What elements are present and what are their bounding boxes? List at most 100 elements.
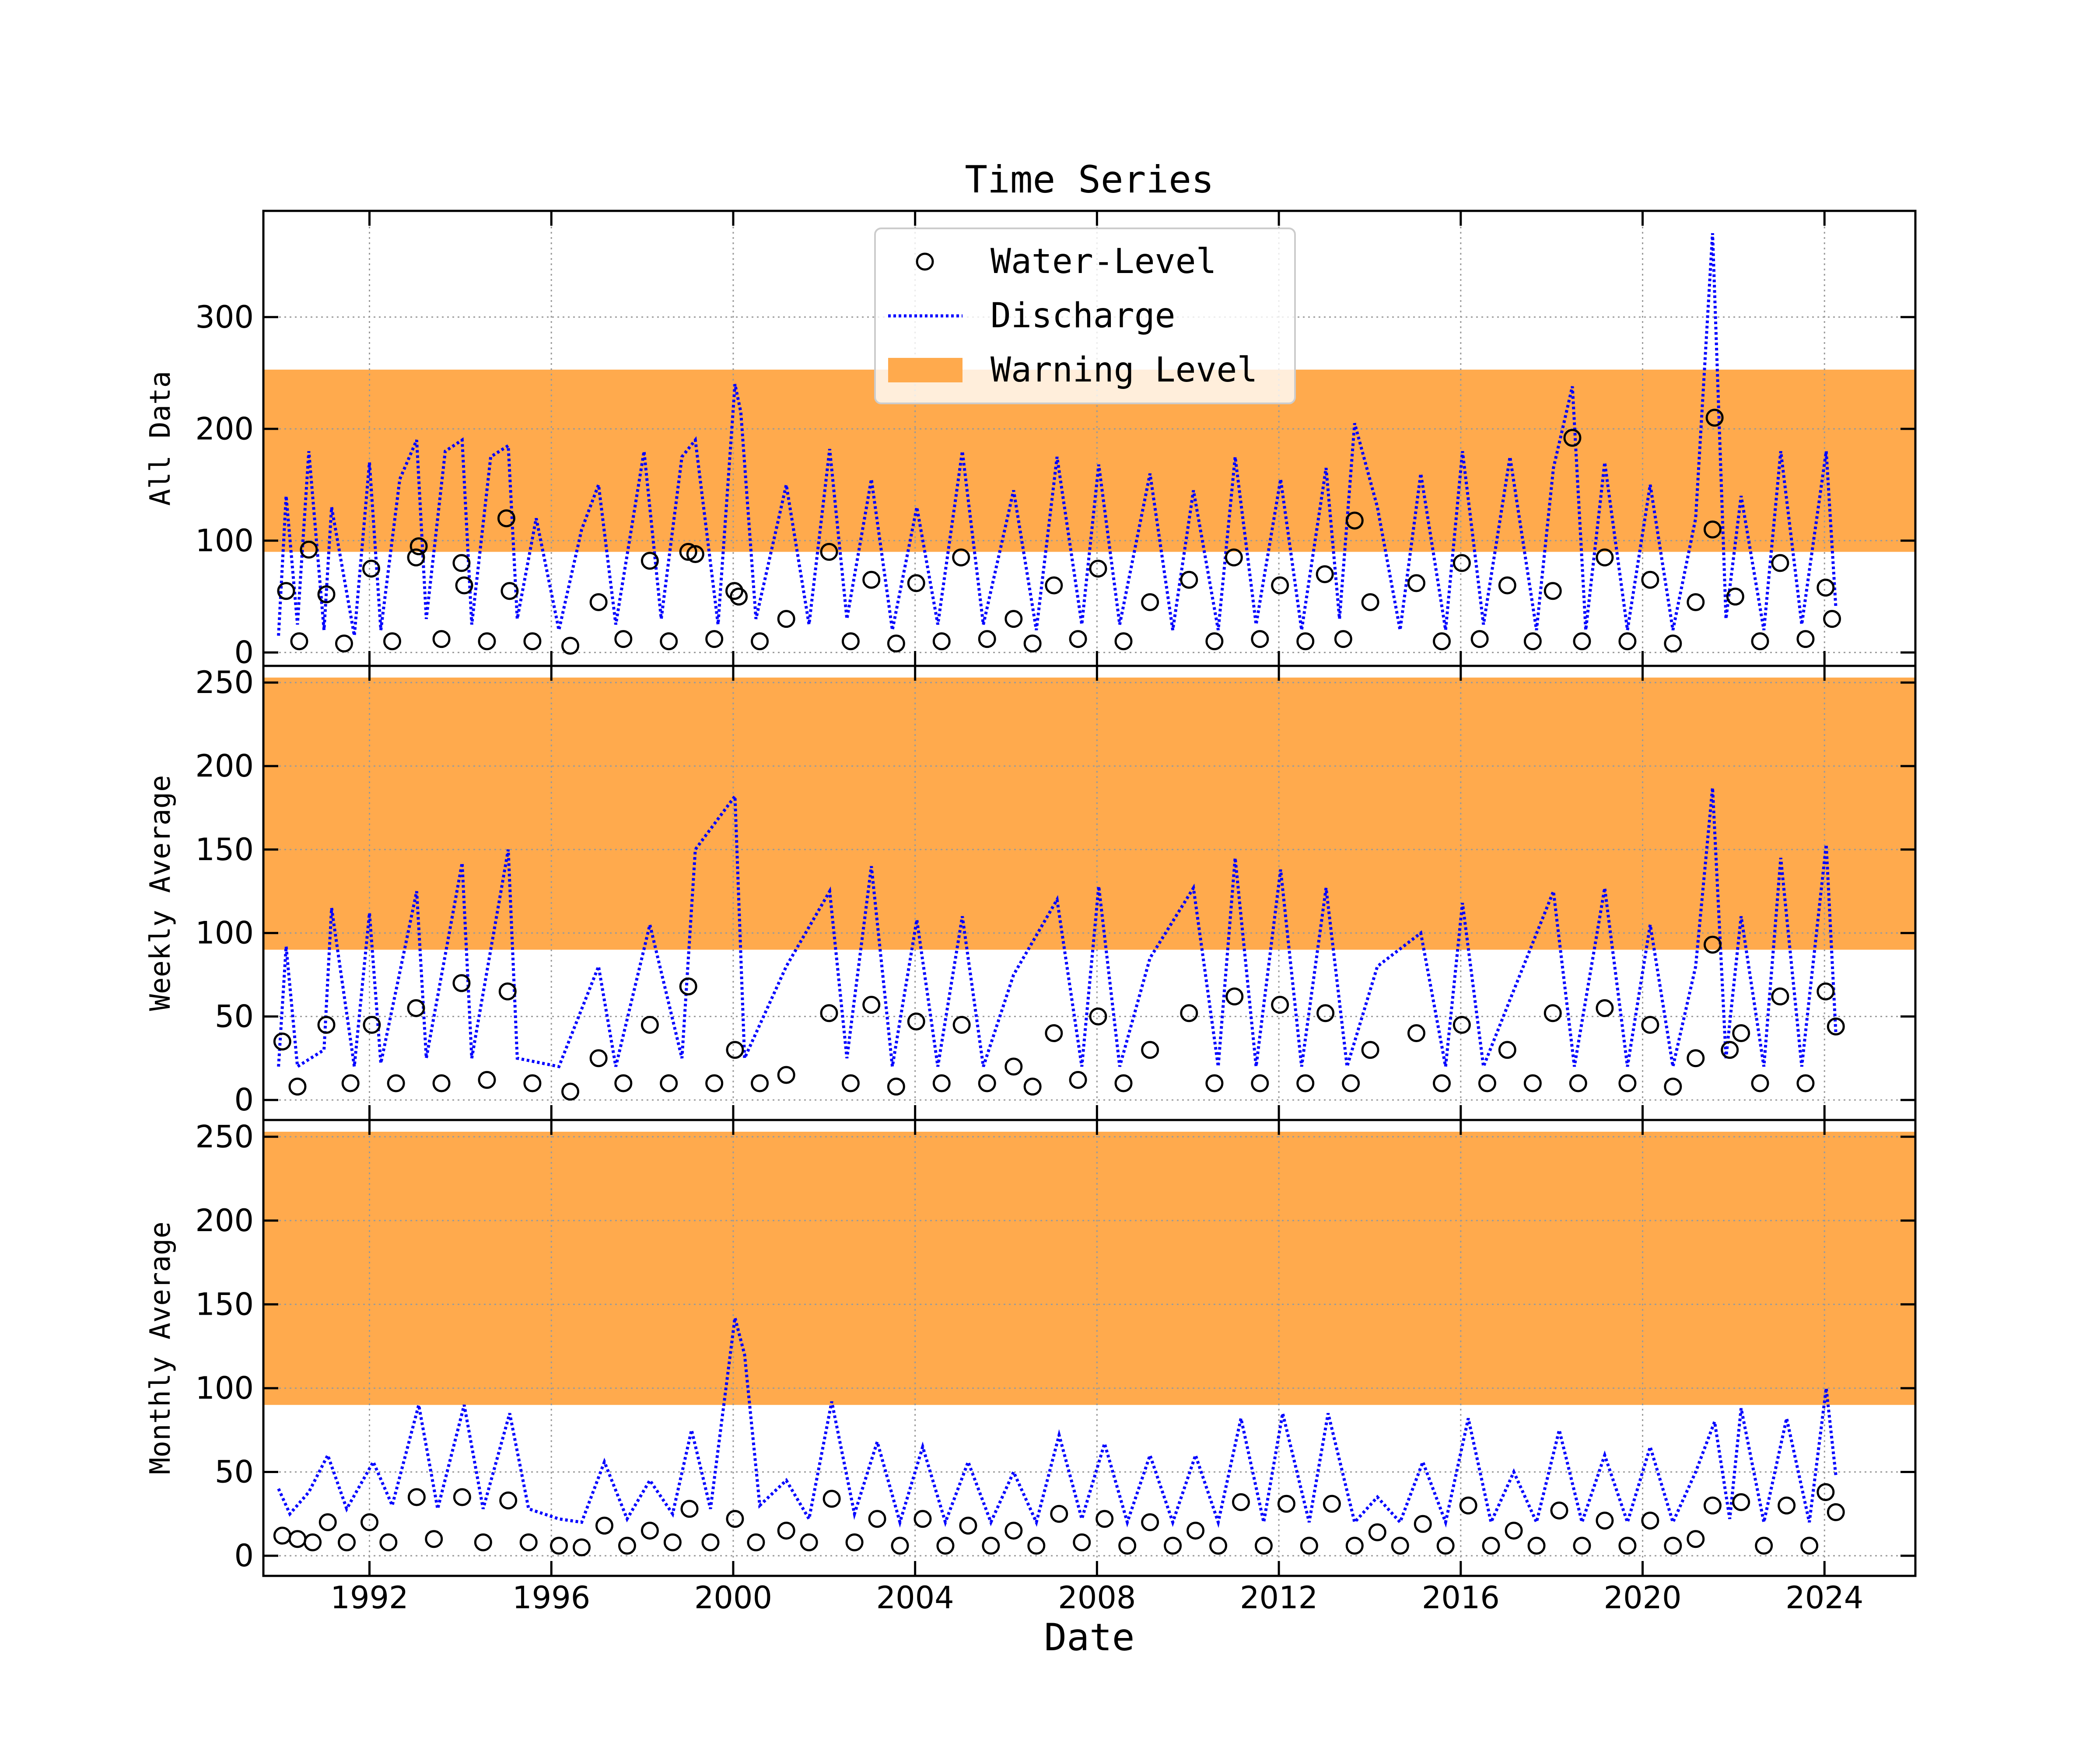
water-level-point	[1596, 548, 1614, 567]
water-level-point	[614, 1074, 633, 1092]
water-level-point	[1664, 634, 1682, 653]
water-level-point	[1482, 1536, 1500, 1555]
water-level-point	[519, 1533, 538, 1551]
water-level-point	[1209, 1536, 1228, 1555]
water-level-point	[751, 1074, 769, 1092]
water-level-point	[1664, 1078, 1682, 1096]
water-level-point	[1703, 935, 1722, 954]
water-level-point	[660, 1074, 678, 1092]
water-level-point	[1478, 1074, 1496, 1092]
water-level-point	[1433, 632, 1451, 651]
water-level-point	[1277, 1494, 1295, 1513]
water-level-point	[500, 582, 519, 600]
water-level-point	[1180, 570, 1198, 589]
water-level-point	[1721, 1041, 1739, 1059]
water-level-point	[959, 1516, 977, 1535]
water-level-point	[277, 582, 295, 600]
water-level-point	[497, 509, 515, 528]
water-level-point	[1296, 632, 1315, 651]
water-level-point	[1096, 1510, 1114, 1528]
water-level-point	[1141, 1513, 1159, 1531]
water-level-point	[1523, 1074, 1542, 1092]
water-level-point	[1470, 630, 1489, 648]
water-level-point	[589, 593, 608, 611]
y-tick-label: 250	[195, 665, 254, 700]
water-level-point	[595, 1516, 613, 1535]
x-tick-label: 2020	[1603, 1580, 1681, 1616]
water-level-point	[1618, 1074, 1637, 1092]
water-level-point	[845, 1533, 864, 1551]
water-level-point	[1004, 610, 1023, 628]
y-tick-label: 0	[234, 1538, 254, 1574]
water-level-point	[907, 574, 925, 592]
water-level-point	[407, 548, 425, 567]
water-level-point	[1796, 630, 1815, 648]
x-tick-label: 2000	[694, 1580, 772, 1616]
water-level-point	[887, 634, 905, 653]
series-group	[277, 233, 1841, 655]
water-level-point	[1361, 593, 1379, 611]
water-level-point	[1436, 1536, 1455, 1555]
water-level-point	[1641, 570, 1659, 589]
water-level-point	[498, 982, 517, 1001]
water-level-point	[452, 554, 471, 572]
water-level-point	[1705, 409, 1724, 427]
water-level-point	[379, 1533, 398, 1551]
water-level-point	[1225, 548, 1243, 567]
water-level-point	[1205, 1074, 1224, 1092]
water-level-point	[777, 610, 795, 628]
water-level-point	[1045, 576, 1063, 595]
water-level-point	[777, 1522, 795, 1540]
water-level-point	[1778, 1496, 1796, 1515]
y-tick-label: 150	[195, 1286, 254, 1322]
water-level-point	[455, 576, 473, 595]
water-level-point	[1251, 630, 1269, 648]
y-tick-label: 200	[195, 1203, 254, 1239]
water-level-point	[747, 1533, 765, 1551]
water-level-point	[561, 1082, 580, 1101]
water-level-point	[1732, 1024, 1750, 1043]
y-tick-label: 300	[195, 299, 254, 335]
water-level-point	[868, 1510, 886, 1528]
water-level-point	[273, 1526, 291, 1545]
water-level-point	[1596, 999, 1614, 1017]
water-level-point	[1391, 1536, 1409, 1555]
water-level-point	[1703, 520, 1722, 539]
water-level-point	[410, 537, 428, 556]
water-level-point	[453, 1488, 471, 1506]
water-level-point	[1523, 632, 1542, 651]
water-level-point	[407, 999, 425, 1017]
water-level-point	[663, 1533, 682, 1551]
water-level-point	[725, 582, 744, 600]
x-tick-label: 1992	[330, 1580, 408, 1616]
water-level-point	[1073, 1533, 1091, 1551]
water-level-point	[1407, 1024, 1425, 1043]
water-level-point	[341, 1074, 360, 1092]
panels: 0 100 200 300 All Data 0 50 100 150 200 250 Weekly …	[144, 210, 1917, 1616]
water-level-point	[1342, 1074, 1360, 1092]
legend-label: Warning Level	[990, 350, 1257, 390]
water-level-point	[887, 1078, 905, 1096]
water-level-point	[550, 1536, 568, 1555]
water-level-point	[701, 1533, 720, 1551]
water-level-point	[1069, 630, 1087, 648]
water-level-point	[387, 1074, 405, 1092]
legend-box	[874, 228, 1296, 404]
water-level-point	[1296, 1074, 1315, 1092]
water-level-point	[363, 1015, 381, 1034]
water-level-point	[1334, 630, 1352, 648]
water-level-point	[1323, 1494, 1341, 1513]
water-level-point	[1726, 588, 1744, 606]
water-level-point	[1205, 632, 1224, 651]
water-level-point	[1407, 574, 1425, 592]
water-level-point	[1664, 1536, 1682, 1555]
water-level-point	[1771, 987, 1789, 1006]
discharge-line	[277, 233, 1838, 636]
water-level-point	[300, 540, 318, 559]
water-level-point	[777, 1066, 795, 1084]
water-level-point	[432, 1074, 451, 1092]
water-level-point	[1004, 1522, 1023, 1540]
water-level-point	[978, 1074, 996, 1092]
y-tick-label: 0	[234, 1082, 254, 1118]
water-level-point	[640, 1522, 659, 1540]
